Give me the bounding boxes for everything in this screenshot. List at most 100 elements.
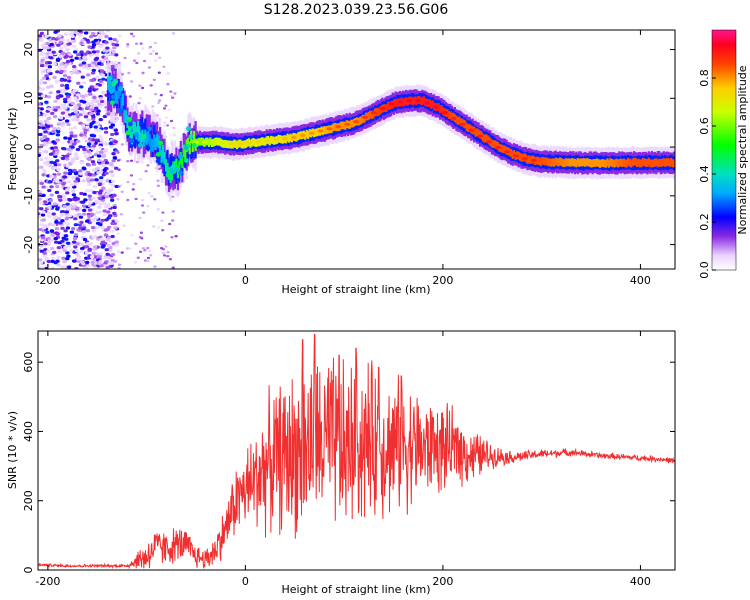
noise-cell (52, 115, 58, 119)
spectrogram-ylabel: Frequency (Hz) (6, 108, 19, 191)
noise-cell (113, 128, 119, 132)
ridge-cell (350, 119, 353, 128)
noise-cell (38, 235, 41, 239)
ridge-cell (273, 137, 276, 145)
noise-cell (47, 65, 53, 69)
noise-cell (81, 136, 87, 140)
noise-cell (98, 35, 103, 39)
ridge-cell (476, 128, 479, 137)
ridge-blob (161, 157, 167, 162)
ridge-blob (135, 125, 141, 131)
ridge-cell (556, 157, 559, 166)
noise-cell (48, 222, 53, 226)
noise-cell (105, 252, 110, 256)
ridge-cell (182, 144, 185, 157)
ridge-peak (415, 99, 422, 103)
ridge-cell (206, 137, 209, 146)
ridge-peak (246, 141, 253, 145)
noise-cell (86, 242, 91, 246)
noise-cell (57, 66, 63, 70)
ridge-cell (224, 139, 227, 148)
noise-cell (96, 200, 102, 204)
noise-cell (87, 194, 93, 198)
noise-cell (157, 71, 161, 74)
noise-cell (73, 96, 78, 100)
noise-cell (52, 250, 57, 254)
noise-cell (111, 42, 116, 47)
noise-cell (159, 93, 163, 97)
noise-cell (105, 265, 110, 269)
noise-cell (66, 75, 72, 80)
noise-cell (90, 260, 95, 264)
noise-cell (128, 95, 132, 98)
ridge-cell (126, 115, 129, 128)
noise-cell (48, 55, 53, 59)
ridge-cell (582, 158, 585, 166)
noise-cell (64, 92, 70, 96)
noise-cell (89, 189, 94, 193)
noise-cell (63, 44, 68, 48)
noise-cell (66, 123, 71, 127)
noise-cell (82, 133, 87, 137)
noise-cell (49, 185, 54, 189)
ridge-cell (215, 137, 218, 146)
ridge-cell (440, 105, 443, 113)
ridge-cell (455, 115, 458, 124)
ridge-cell (367, 111, 371, 120)
noise-cell (161, 211, 165, 214)
noise-cell (85, 260, 90, 264)
ridge-cell (495, 141, 498, 149)
noise-cell (43, 242, 48, 246)
noise-cell (134, 242, 138, 245)
ridge-cell (572, 158, 575, 167)
noise-cell (46, 174, 51, 178)
noise-cell (106, 236, 112, 240)
ridge-blob (155, 158, 161, 164)
noise-cell (71, 227, 76, 231)
ridge-cell (379, 106, 382, 114)
ridge-cell (640, 159, 643, 168)
x-tick-label: 200 (432, 575, 453, 588)
noise-cell (94, 56, 100, 61)
noise-cell (138, 84, 142, 87)
ridge-blob (183, 145, 189, 151)
ridge-cell (160, 150, 163, 163)
ridge-cell (369, 110, 372, 119)
noise-cell (56, 263, 61, 267)
noise-cell (85, 229, 91, 233)
noise-cell (110, 64, 116, 68)
noise-cell (41, 168, 47, 172)
ridge-blob (178, 170, 184, 176)
noise-cell (60, 219, 65, 223)
ridge-blob (147, 126, 153, 132)
ridge-cell (150, 125, 153, 148)
ridge-cell (496, 141, 499, 150)
noise-cell (110, 229, 115, 233)
ridge-cell (591, 159, 594, 168)
ridge-cell (342, 121, 345, 130)
ridge-cell (618, 159, 621, 167)
ridge-blob (118, 86, 124, 92)
noise-cell (94, 85, 99, 89)
ridge-cell (108, 80, 111, 93)
noise-cell (98, 118, 103, 122)
noise-cell (39, 157, 44, 162)
ridge-cell (142, 122, 145, 145)
ridge-cell (673, 159, 675, 168)
noise-cell (65, 251, 70, 255)
ridge-cell (148, 134, 151, 147)
noise-cell (72, 115, 77, 119)
noise-cell (49, 229, 55, 233)
noise-cell (138, 216, 142, 220)
noise-cell (56, 163, 62, 167)
noise-cell (95, 53, 100, 57)
noise-cell (62, 74, 68, 78)
noise-cell (136, 256, 140, 259)
noise-cell (65, 39, 71, 43)
ridge-peak (317, 129, 324, 133)
noise-cell (71, 44, 77, 48)
noise-cell (90, 147, 96, 151)
noise-cell (115, 149, 119, 152)
noise-cell (48, 71, 53, 76)
